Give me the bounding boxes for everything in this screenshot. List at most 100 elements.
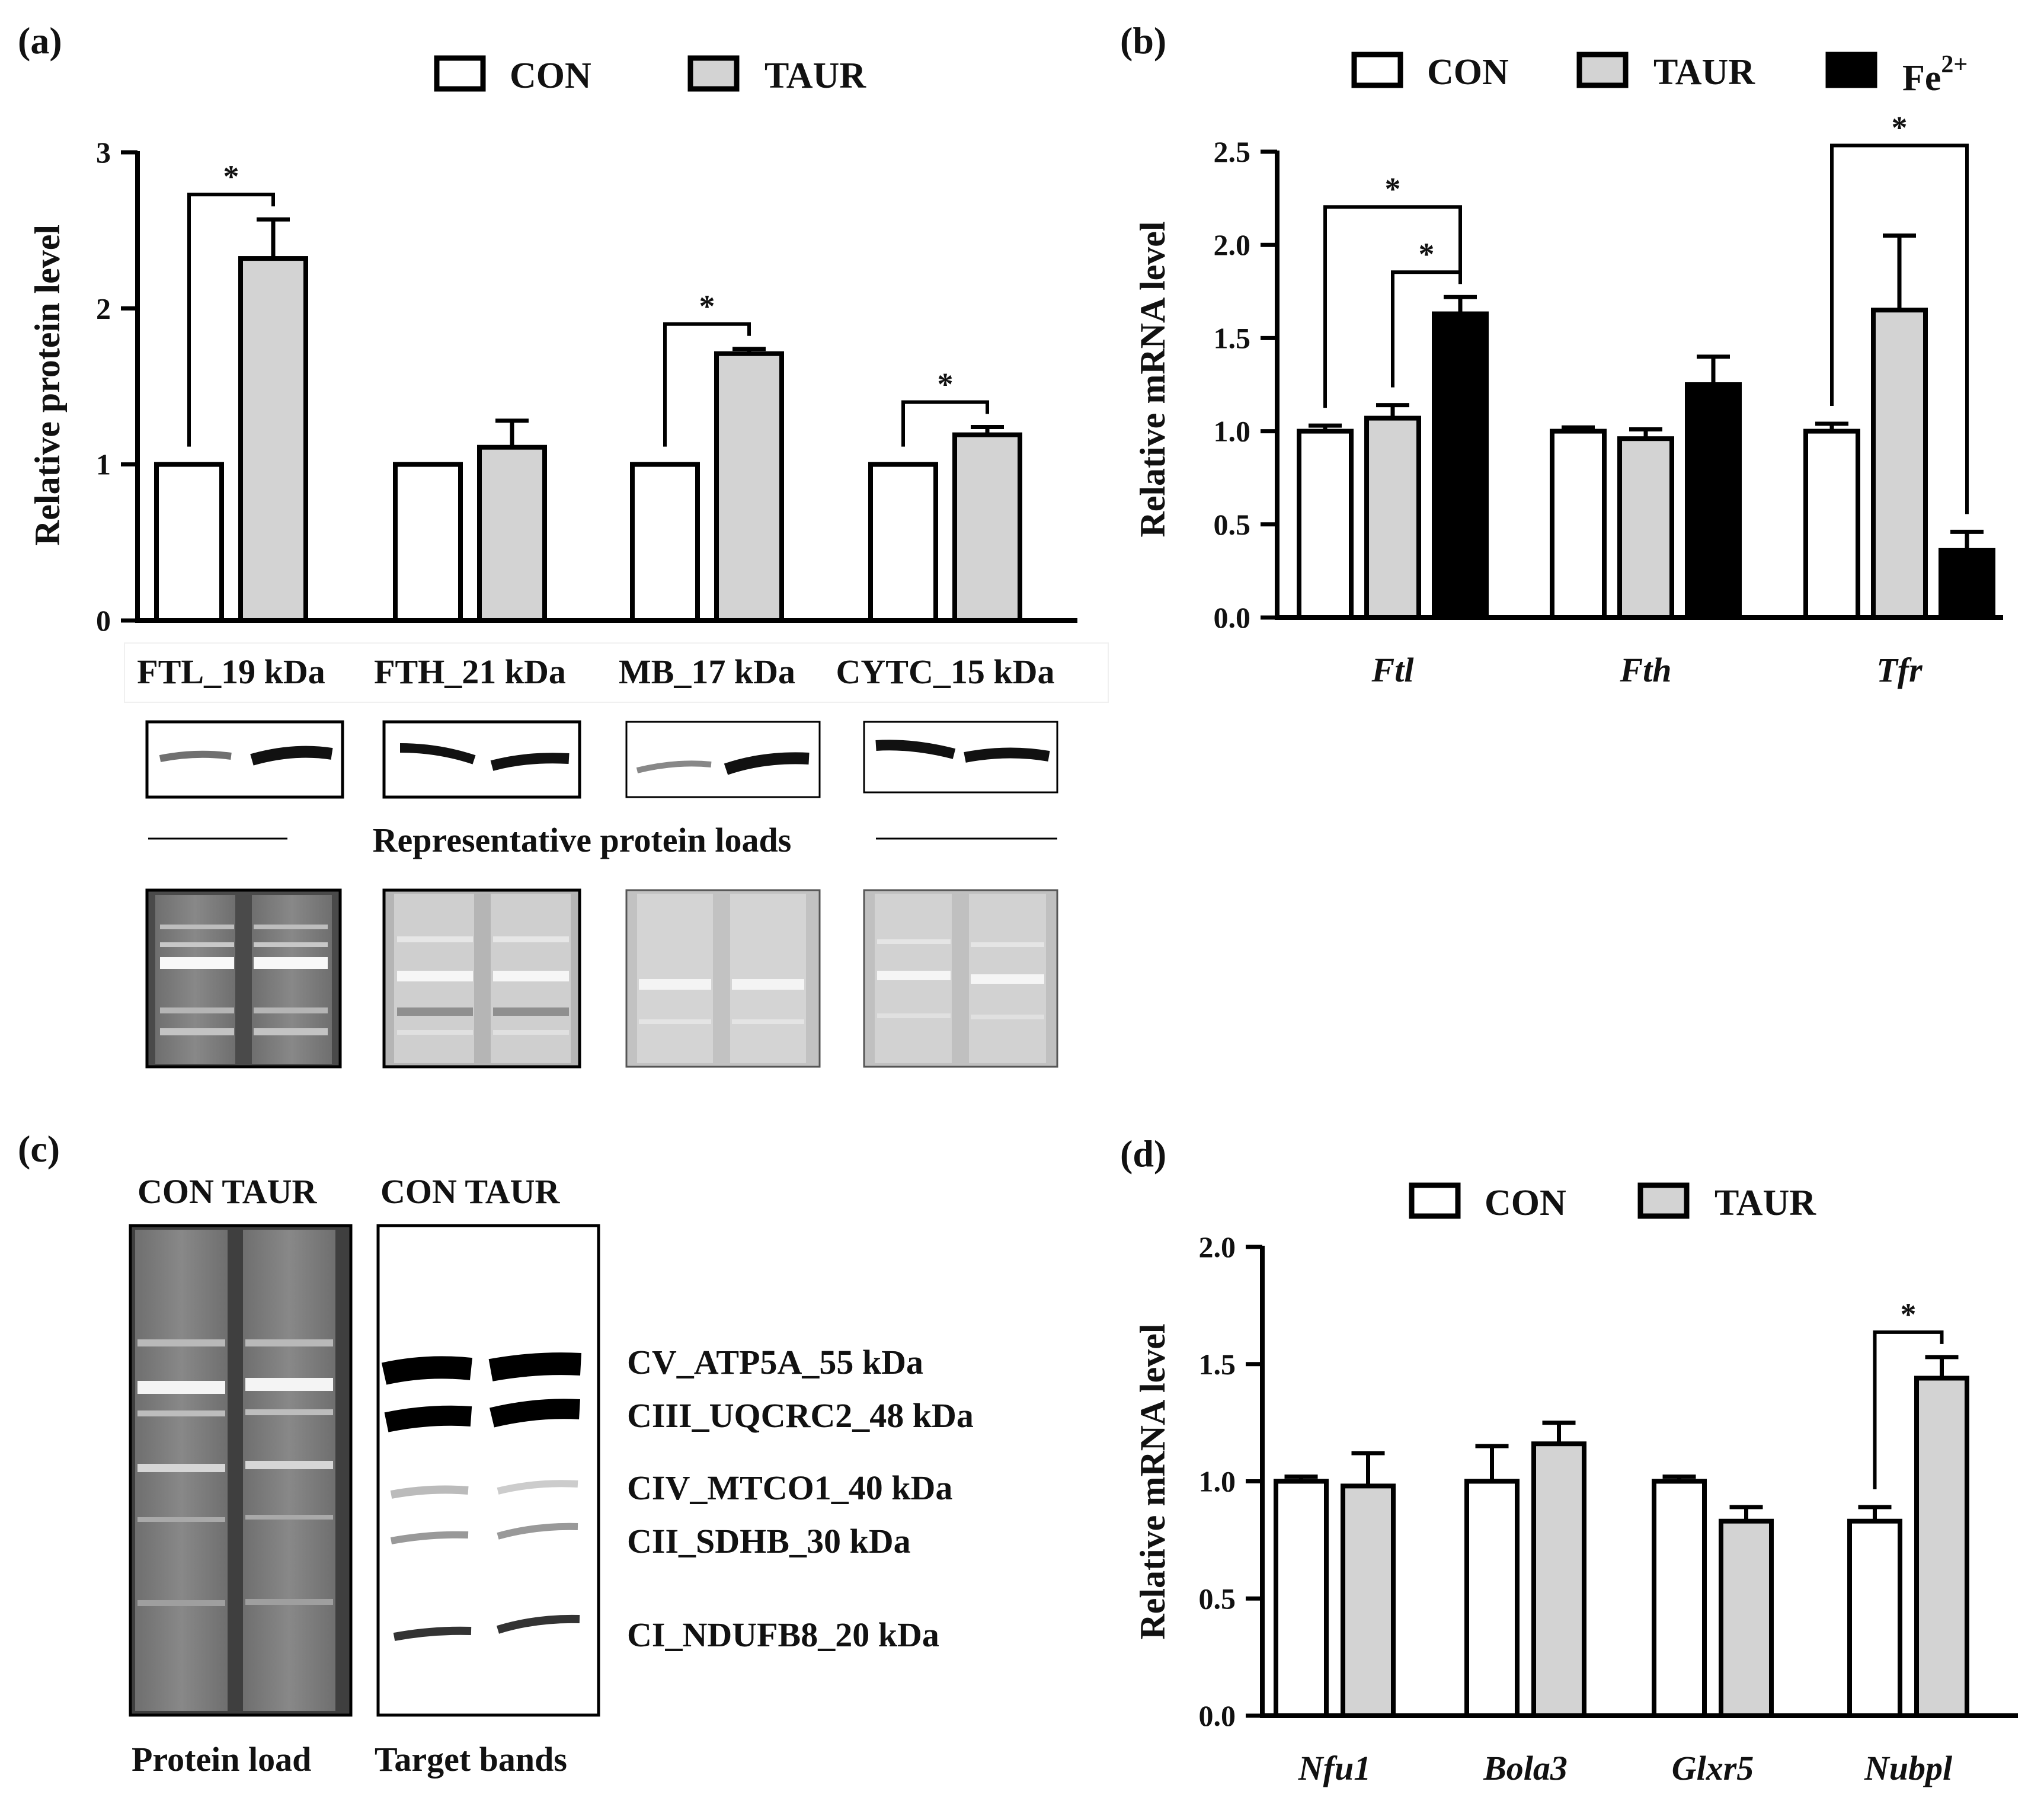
chart-a: 0 1 2 3 Relative protein level FTL_19 kDa FTH_…: [28, 136, 1109, 703]
significance-bracket: [1873, 1330, 1944, 1489]
bar: [1432, 311, 1489, 620]
y-tick-label: 0.5: [1214, 508, 1251, 541]
bar: [1871, 308, 1928, 620]
significance-bracket: [187, 193, 275, 447]
panel-a-load-gels: [145, 888, 1058, 1069]
category-label: Fth: [1619, 651, 1671, 689]
bar: [477, 444, 547, 623]
target-bands-blot: [376, 1224, 600, 1717]
protein-load-gel: [129, 1224, 353, 1717]
caption-protein-load: Protein load: [132, 1740, 311, 1779]
significance-bracket: [1391, 270, 1462, 388]
legend-label-con: CON: [1427, 52, 1509, 92]
legend-swatch-fe: [1825, 52, 1877, 88]
panel-b-letter: (b): [1120, 20, 1166, 62]
legend-label-con: CON: [510, 56, 591, 96]
bar: [1550, 428, 1607, 620]
legend-label-fe-superscript: 2+: [1941, 51, 1968, 78]
bar: [1617, 436, 1674, 620]
legend-swatch-taur: [1576, 52, 1629, 88]
bar: [1531, 1441, 1586, 1718]
lane-labels-protein-load: CON TAUR: [137, 1172, 317, 1211]
significance-bracket: [1323, 205, 1462, 408]
y-axis-label: Relative mRNA level: [1133, 221, 1172, 537]
bar: [1364, 415, 1421, 620]
category-label: MB_17 kDa: [619, 652, 795, 691]
category-label: Tfr: [1876, 651, 1923, 689]
y-tick-label: 0: [96, 604, 111, 637]
bar: [393, 462, 463, 623]
gel-ftl: [145, 888, 342, 1069]
gel-mb: [625, 889, 821, 1068]
y-tick-label: 0.0: [1199, 1699, 1236, 1732]
y-tick-label: 3: [96, 136, 111, 169]
y-tick-label: 1.5: [1214, 321, 1251, 354]
gel-fth: [382, 888, 581, 1069]
bar: [1685, 382, 1742, 620]
bar: [238, 256, 308, 623]
category-label: Ftl: [1371, 651, 1415, 689]
category-label: Glxr5: [1672, 1749, 1754, 1787]
bar: [1464, 1479, 1520, 1718]
category-label: FTH_21 kDa: [374, 652, 566, 691]
y-tick-label: 2.5: [1214, 135, 1251, 168]
panel-c-letter: (c): [18, 1128, 60, 1170]
panel-d: (d) CON TAUR 0.0 0.5 1.0 1.5 2.0 Relative mRN…: [1120, 1133, 2018, 1787]
bar: [868, 462, 938, 623]
bar: [714, 351, 784, 623]
category-label: CYTC_15 kDa: [836, 652, 1055, 691]
legend-label-fe: Fe2+: [1902, 51, 1968, 98]
y-tick-label: 1.5: [1199, 1348, 1236, 1381]
y-tick-label: 2.0: [1214, 228, 1251, 261]
bar: [1341, 1483, 1396, 1718]
band-label-cv: CV_ATP5A_55 kDa: [627, 1343, 923, 1381]
y-tick-label: 1.0: [1199, 1465, 1236, 1498]
panel-a-legend: CON TAUR: [434, 55, 866, 96]
caption-target-bands: Target bands: [375, 1740, 567, 1779]
band-labels: CV_ATP5A_55 kDa CIII_UQCRC2_48 kDa CIV_M…: [627, 1343, 974, 1654]
y-tick-label: 1: [96, 448, 111, 481]
bar: [1914, 1376, 1969, 1718]
blot-mb: [625, 721, 821, 798]
bar: [1803, 428, 1860, 620]
blot-cytc: [863, 721, 1058, 794]
panel-d-legend: CON TAUR: [1409, 1182, 1816, 1223]
bar: [1652, 1479, 1707, 1718]
panel-d-letter: (d): [1120, 1133, 1166, 1175]
lane-labels-target-bands: CON TAUR: [380, 1172, 560, 1211]
chart-d: 0.0 0.5 1.0 1.5 2.0 Relative mRNA level Nfu1 Bo…: [1133, 1230, 2018, 1787]
legend-label-taur: TAUR: [1714, 1183, 1816, 1223]
chart-b: 0.0 0.5 1.0 1.5 2.0 2.5 Relative mRNA level Ftl…: [1133, 110, 2003, 689]
legend-swatch-con: [1351, 52, 1403, 88]
y-axis-label: Relative mRNA level: [1133, 1323, 1172, 1639]
gel-cytc: [863, 889, 1058, 1068]
category-label: Nubpl: [1864, 1749, 1953, 1787]
legend-swatch-taur: [687, 55, 740, 92]
significance-bracket: [1830, 143, 1969, 514]
category-label: Bola3: [1483, 1749, 1568, 1787]
y-tick-label: 2.0: [1199, 1230, 1236, 1264]
category-label-frame: [124, 642, 1109, 703]
band-label-cii: CII_SDHB_30 kDa: [627, 1522, 911, 1560]
bar: [1297, 428, 1354, 620]
panel-a-letter: (a): [18, 20, 62, 62]
band-label-civ: CIV_MTCO1_40 kDa: [627, 1469, 952, 1507]
bar: [1274, 1479, 1329, 1718]
legend-swatch-con: [1409, 1182, 1461, 1219]
band-label-ciii: CIII_UQCRC2_48 kDa: [627, 1396, 974, 1435]
panel-b: (b) CON TAUR Fe2+ 0.0 0.5 1.0 1.5 2.0 2.5 Rela…: [1120, 20, 2003, 689]
bar: [1847, 1518, 1902, 1719]
legend-label-con: CON: [1485, 1183, 1566, 1223]
panel-a-target-blots: [145, 720, 1058, 799]
significance-star: *: [1901, 1297, 1917, 1332]
significance-star: *: [1385, 171, 1401, 207]
blot-ftl: [145, 720, 344, 799]
significance-star: *: [938, 366, 954, 402]
legend-label-taur: TAUR: [1653, 52, 1755, 92]
protein-loads-caption: Representative protein loads: [148, 821, 1057, 859]
legend-label-taur: TAUR: [764, 56, 866, 96]
bar: [1939, 548, 1995, 620]
legend-swatch-con: [434, 55, 486, 92]
band-label-ci: CI_NDUFB8_20 kDa: [627, 1616, 939, 1654]
